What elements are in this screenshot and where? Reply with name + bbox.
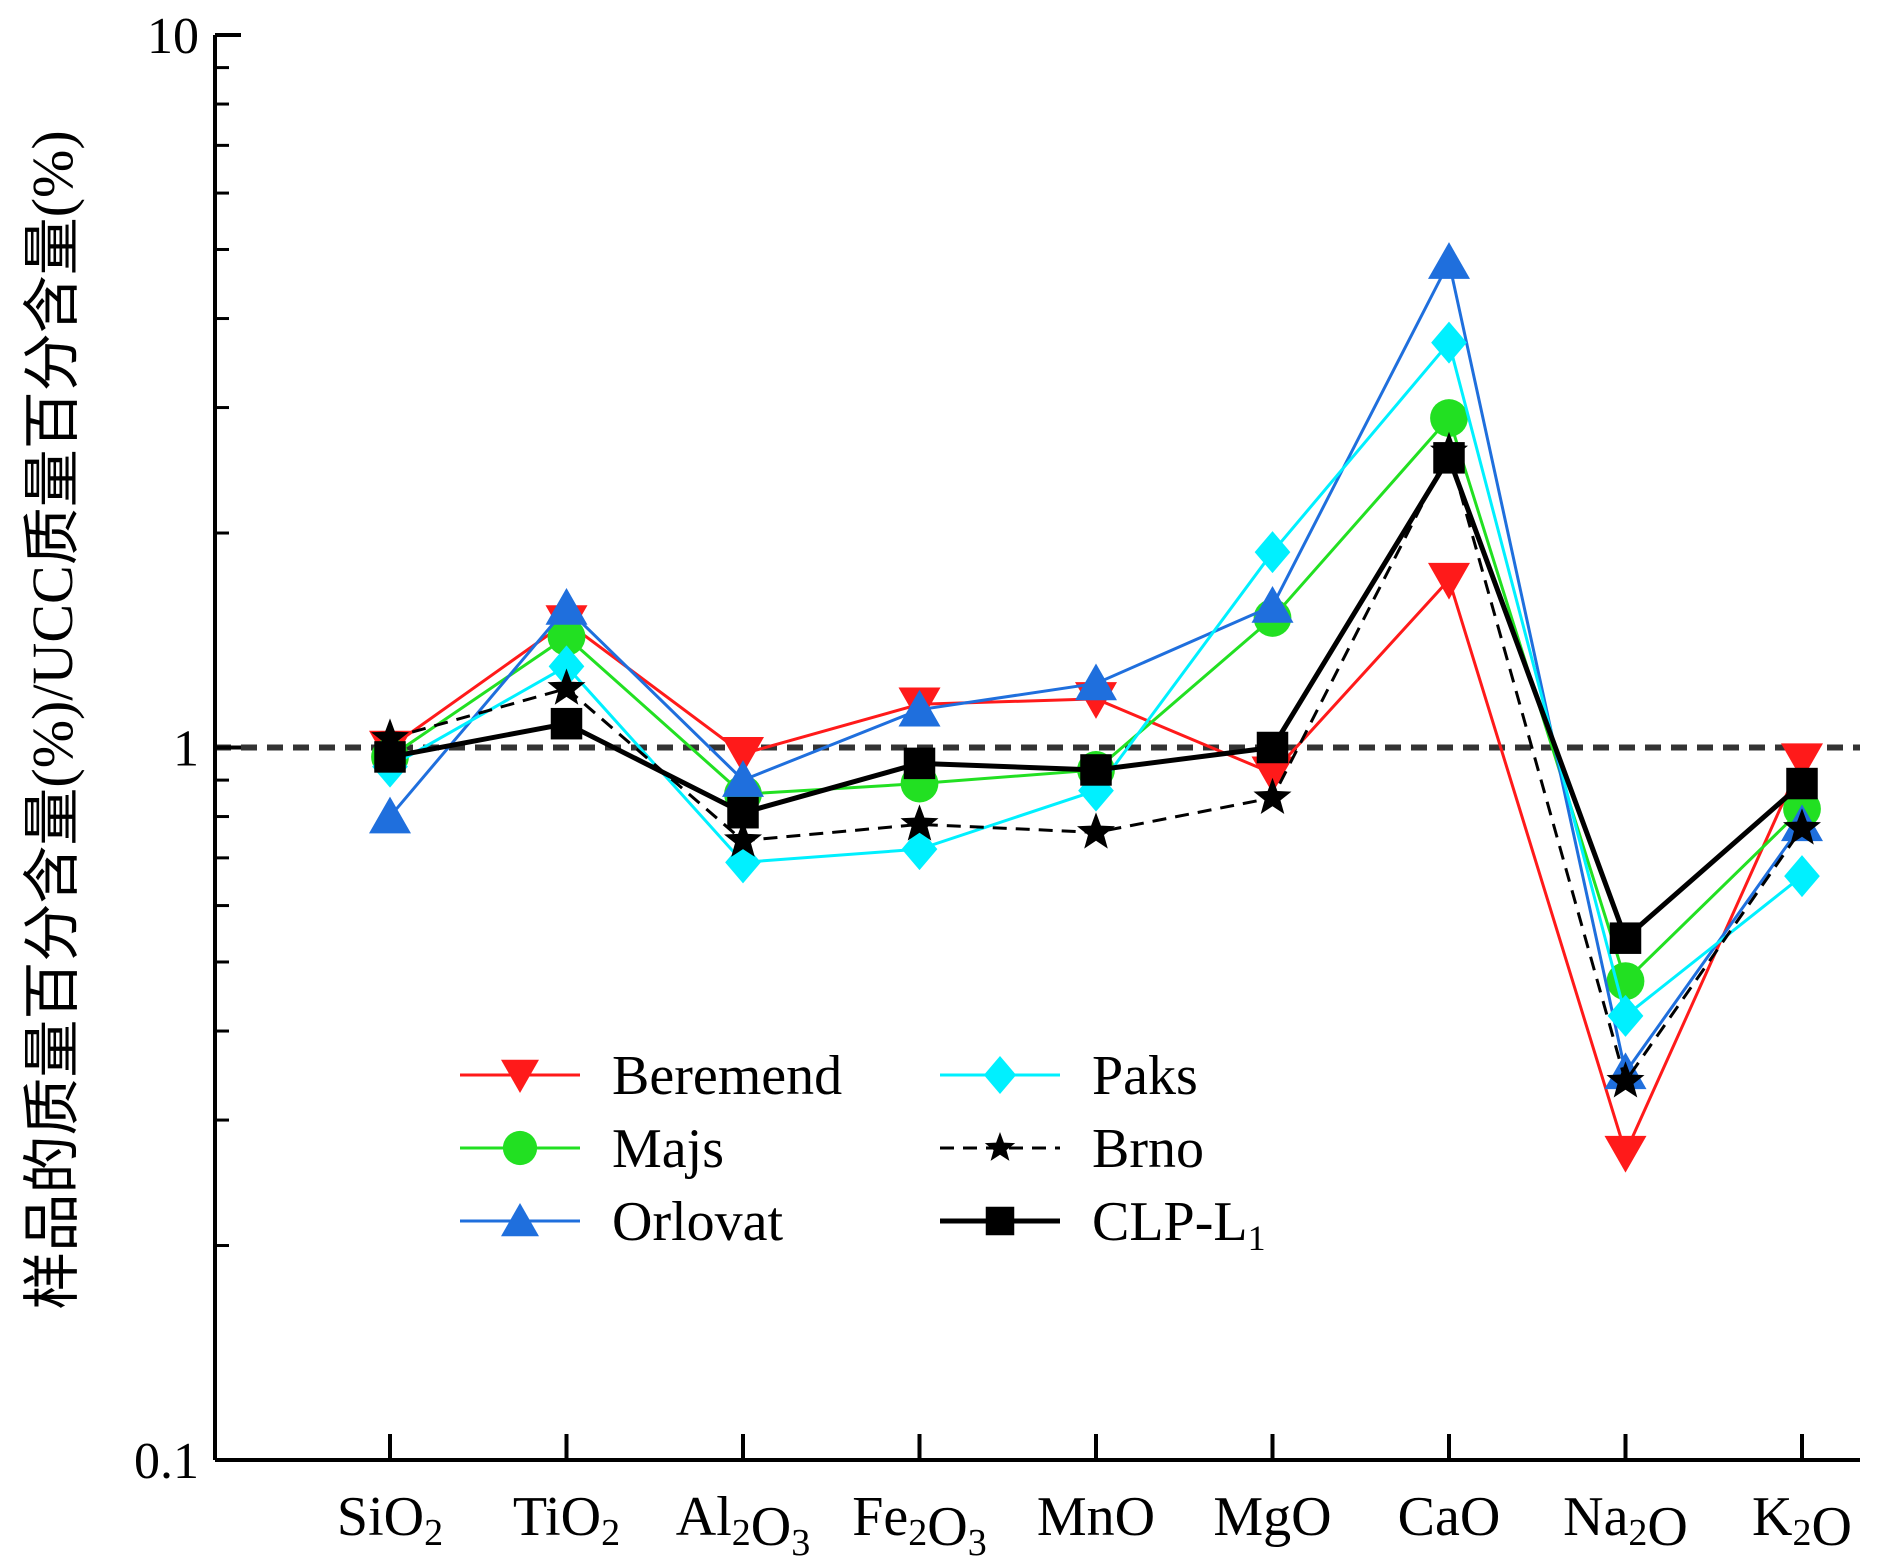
y-tick-label: 10	[147, 8, 199, 65]
legend: Beremend Majs Orlovat Paks Brno CLP-L1	[460, 1045, 1266, 1258]
x-tick-label: Na2O	[1563, 1486, 1688, 1558]
x-tick-label: MnO	[1037, 1486, 1155, 1548]
data-point	[1075, 663, 1117, 701]
data-point	[550, 707, 583, 740]
y-tick-label: 0.1	[134, 1433, 199, 1490]
data-point	[1253, 777, 1292, 814]
data-point	[1433, 442, 1465, 474]
legend-item-beremend: Beremend	[460, 1045, 842, 1107]
series-layer	[369, 242, 1823, 1173]
legend-marker	[984, 1132, 1016, 1161]
x-tick-label: MgO	[1213, 1486, 1331, 1548]
data-point	[900, 804, 939, 841]
data-point	[547, 617, 586, 656]
legend-label: CLP-L1	[1092, 1191, 1266, 1258]
legend-marker	[985, 1206, 1015, 1236]
y-tick-label: 1	[173, 721, 199, 778]
data-point	[1078, 769, 1114, 812]
data-point	[1254, 531, 1291, 574]
x-tick-label: Fe2O3	[852, 1486, 986, 1563]
data-point	[548, 645, 585, 688]
data-point	[898, 689, 941, 727]
data-point	[1606, 1061, 1645, 1098]
data-point	[903, 747, 936, 780]
data-point	[369, 796, 411, 834]
data-point	[1251, 756, 1294, 794]
data-point	[1609, 922, 1642, 954]
legend-item-clp-l: CLP-L1	[940, 1191, 1266, 1258]
data-point	[1430, 399, 1468, 437]
legend-label: Brno	[1092, 1118, 1204, 1180]
legend-marker	[502, 1130, 538, 1166]
legend-item-orlovat: Orlovat	[460, 1191, 784, 1253]
data-point	[901, 828, 938, 871]
data-point	[371, 718, 409, 755]
data-point	[724, 820, 762, 857]
data-point	[1428, 242, 1470, 279]
legend-label: Beremend	[612, 1045, 842, 1107]
axes: 0.1 1 10 SiO2 TiO2 Al2O3 Fe2O3 MnO MgO CaO Na2O K2O	[134, 8, 1860, 1563]
legend-item-paks: Paks	[940, 1045, 1198, 1107]
x-tick-label: TiO2	[513, 1486, 620, 1554]
x-tick-label: SiO2	[337, 1486, 443, 1554]
legend-item-majs: Majs	[460, 1118, 724, 1180]
data-point	[1786, 767, 1818, 800]
legend-label: Majs	[612, 1118, 724, 1180]
data-point	[722, 760, 764, 797]
data-point	[1781, 743, 1823, 781]
data-point	[1784, 855, 1820, 898]
data-point	[1428, 562, 1470, 600]
series-orlovat	[369, 242, 1823, 1090]
legend-marker	[983, 1056, 1017, 1094]
legend-label: Orlovat	[612, 1191, 784, 1253]
data-point	[547, 668, 586, 705]
x-tick-label: Al2O3	[676, 1486, 810, 1563]
data-point	[1604, 1135, 1647, 1173]
legend-label: Paks	[1092, 1045, 1198, 1107]
data-point	[1607, 994, 1644, 1037]
legend-marker	[501, 1202, 539, 1237]
data-point	[1256, 731, 1289, 764]
y-axis-label: 样品的质量百分含量(%)/UCC质量百分含量(%)	[20, 130, 85, 1309]
data-point	[1251, 586, 1294, 623]
data-point	[722, 736, 764, 774]
x-tick-label: K2O	[1752, 1486, 1852, 1558]
data-point	[374, 741, 406, 773]
data-point	[1080, 754, 1112, 786]
x-tick-label: CaO	[1398, 1486, 1501, 1548]
data-point	[1783, 808, 1821, 845]
data-point	[727, 796, 759, 829]
legend-marker	[501, 1059, 539, 1094]
series-clp-l	[374, 442, 1818, 954]
data-point	[1606, 962, 1645, 1001]
data-point	[1077, 812, 1115, 849]
data-point	[1431, 321, 1467, 364]
legend-item-brno: Brno	[940, 1118, 1204, 1180]
data-point	[545, 587, 588, 625]
